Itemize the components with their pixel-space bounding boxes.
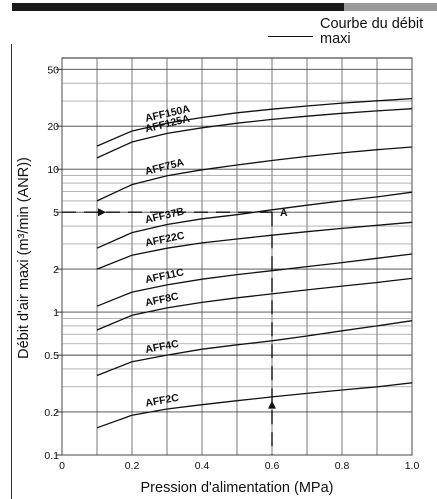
guide-arrow-right [98,208,106,217]
series-line [96,253,413,307]
header-bar [12,3,437,11]
frame-left-border [11,44,12,499]
y-tick-label: 20 [47,121,59,133]
series-line [96,382,413,429]
header-bar-dark [12,3,344,11]
x-tick-label: 1.0 [405,460,420,472]
y-tick-label: 0.2 [44,407,59,419]
x-tick-label: 0.4 [195,460,210,472]
legend-line-swatch [268,36,313,37]
y-tick-label: 1 [53,307,59,319]
y-tick-label: 2 [53,264,59,276]
y-tick-label: 10 [47,164,59,176]
annotation-label: A [280,207,288,219]
y-tick-label: 50 [47,64,59,76]
x-tick-label: 0 [59,460,65,472]
series-line [96,221,413,270]
x-tick-label: 0.6 [265,460,280,472]
x-tick-label: 0.2 [125,460,140,472]
header-bar-light [343,3,437,11]
series-line [96,108,413,159]
series-line [96,191,413,249]
y-tick-label: 0.1 [44,450,59,462]
series-line [96,320,413,377]
x-axis-label: Pression d'alimentation (MPa) [140,480,334,496]
series-line [96,146,413,202]
guide-arrow-up [268,400,276,409]
series-label: AFF2C [144,392,180,410]
y-tick-label: 5 [53,207,59,219]
series-line [96,97,413,147]
y-tick-label: 0.5 [44,350,59,362]
legend-label: Courbe du débit maxi [320,16,424,47]
legend: Courbe du débit maxi [268,12,434,52]
x-tick-label: 0.8 [335,460,350,472]
y-axis-label: Débit d'air maxi (m³/min (ANR)) [16,157,32,359]
series-line [96,277,413,331]
